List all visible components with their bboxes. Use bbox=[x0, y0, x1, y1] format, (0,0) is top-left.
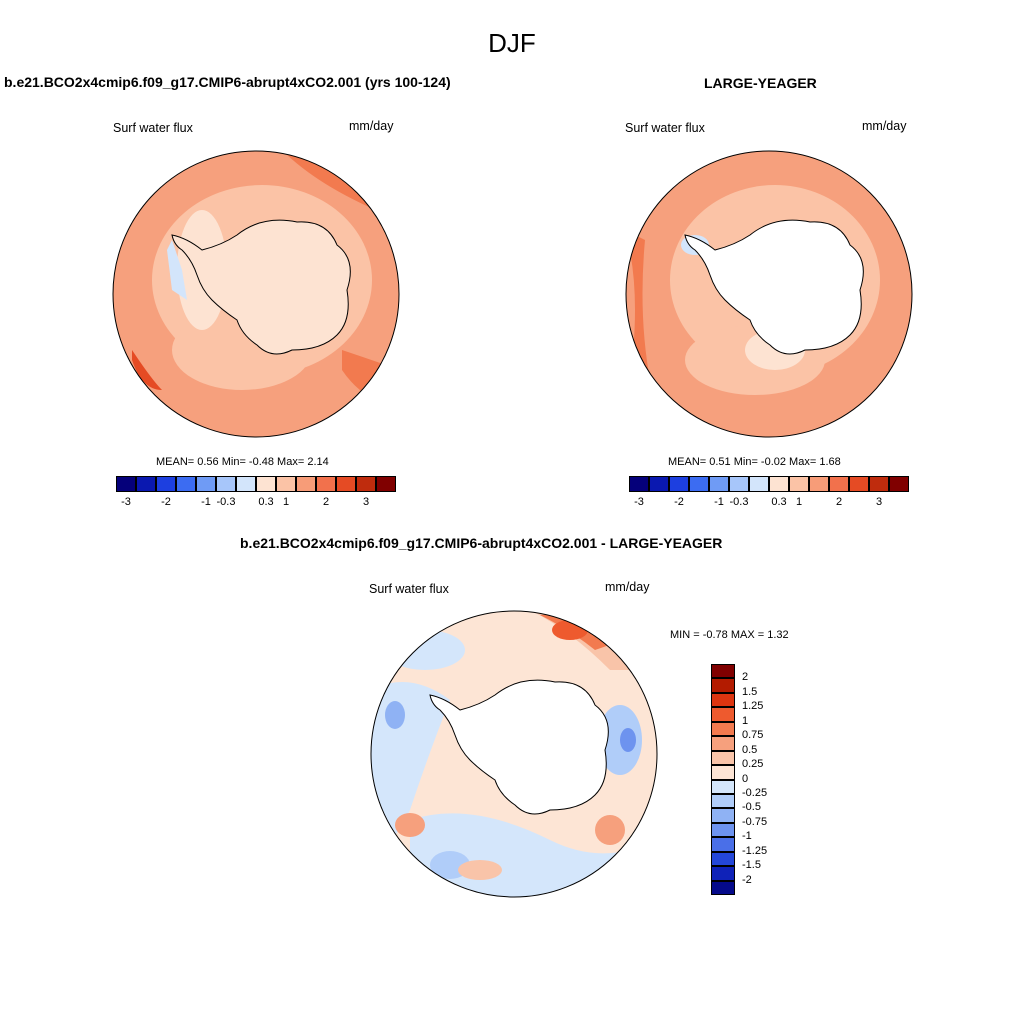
colorbar-swatch bbox=[711, 808, 735, 823]
colorbar-swatch bbox=[376, 476, 396, 492]
colorbar-label: 0.5 bbox=[742, 743, 758, 756]
colorbar-label: 0.75 bbox=[742, 729, 764, 742]
colorbar-swatch bbox=[156, 476, 176, 492]
colorbar-label: 0.3 bbox=[771, 496, 787, 508]
colorbar-swatch bbox=[711, 707, 735, 722]
colorbar-label: 1.25 bbox=[742, 700, 764, 713]
colorbar-swatch bbox=[711, 851, 735, 867]
colorbar-swatch bbox=[711, 736, 735, 751]
colorbar-swatch bbox=[711, 866, 735, 881]
colorbar-swatch bbox=[276, 476, 296, 492]
colorbar-swatch bbox=[769, 476, 789, 492]
panel-1-map bbox=[112, 150, 400, 438]
panel-2-title: LARGE-YEAGER bbox=[704, 75, 817, 91]
colorbar-swatch bbox=[711, 793, 735, 809]
colorbar-swatch bbox=[649, 476, 669, 492]
colorbar-swatch bbox=[236, 476, 256, 492]
panel-1-colorbar bbox=[116, 476, 396, 492]
colorbar-swatch bbox=[711, 750, 735, 766]
colorbar-label: -1.25 bbox=[742, 844, 768, 857]
colorbar-label: 2 bbox=[835, 496, 843, 508]
colorbar-swatch bbox=[711, 765, 735, 780]
panel-2-units: mm/day bbox=[862, 119, 907, 133]
colorbar-label: -3 bbox=[634, 496, 644, 508]
colorbar-swatch bbox=[709, 476, 729, 492]
colorbar-label: 3 bbox=[362, 496, 370, 508]
colorbar-swatch bbox=[711, 837, 735, 852]
colorbar-label: 2 bbox=[322, 496, 330, 508]
colorbar-swatch bbox=[711, 692, 735, 708]
panel-3-title: b.e21.BCO2x4cmip6.f09_g17.CMIP6-abrupt4x… bbox=[240, 535, 723, 551]
panel-1-units: mm/day bbox=[349, 119, 394, 133]
colorbar-label: 1.5 bbox=[742, 685, 758, 698]
colorbar-swatch bbox=[711, 678, 735, 693]
panel-3-stats: MIN = -0.78 MAX = 1.32 bbox=[670, 629, 789, 641]
colorbar-label: -0.5 bbox=[742, 801, 761, 814]
figure-title: DJF bbox=[488, 28, 536, 58]
panel-3-map bbox=[370, 610, 658, 898]
colorbar-swatch bbox=[116, 476, 136, 492]
colorbar-label: -3 bbox=[121, 496, 131, 508]
colorbar-label: -2 bbox=[161, 496, 171, 508]
colorbar-swatch bbox=[316, 476, 336, 492]
colorbar-swatch bbox=[176, 476, 196, 492]
colorbar-label: -2 bbox=[742, 873, 752, 886]
panel-1-title: b.e21.BCO2x4cmip6.f09_g17.CMIP6-abrupt4x… bbox=[4, 74, 451, 90]
colorbar-swatch bbox=[889, 476, 909, 492]
colorbar-swatch bbox=[749, 476, 769, 492]
colorbar-swatch bbox=[829, 476, 849, 492]
colorbar-swatch bbox=[216, 476, 236, 492]
colorbar-swatch bbox=[196, 476, 216, 492]
colorbar-swatch bbox=[256, 476, 276, 492]
panel-1-colorbar-labels: -3 -2 -1 -0.3 0.3 1 2 3 bbox=[116, 496, 396, 510]
colorbar-label: 0.3 bbox=[258, 496, 274, 508]
colorbar-label: -0.3 bbox=[729, 496, 749, 508]
colorbar-label: -0.3 bbox=[216, 496, 236, 508]
colorbar-label: 3 bbox=[875, 496, 883, 508]
colorbar-label: -0.25 bbox=[742, 786, 768, 799]
colorbar-swatch bbox=[711, 779, 735, 794]
colorbar-label: -0.75 bbox=[742, 815, 768, 828]
panel-3-colorbar-labels: 2 1.5 1.25 1 0.75 0.5 0.25 0 -0.25 -0.5 -0.75 -1 -1.… bbox=[742, 664, 792, 895]
colorbar-label: -1 bbox=[201, 496, 211, 508]
colorbar-swatch bbox=[336, 476, 356, 492]
panel-3-colorbar bbox=[711, 664, 735, 895]
colorbar-label: -1 bbox=[742, 830, 752, 843]
panel-3-variable: Surf water flux bbox=[369, 582, 449, 596]
colorbar-label: 1 bbox=[282, 496, 290, 508]
panel-2-stats: MEAN= 0.51 Min= -0.02 Max= 1.68 bbox=[668, 456, 841, 468]
colorbar-swatch bbox=[711, 721, 735, 737]
colorbar-label: 2 bbox=[742, 671, 749, 684]
colorbar-label: -2 bbox=[674, 496, 684, 508]
colorbar-swatch bbox=[689, 476, 709, 492]
colorbar-swatch bbox=[711, 822, 735, 838]
colorbar-label: 0.25 bbox=[742, 758, 764, 771]
antarctica-coastline bbox=[171, 219, 351, 355]
panel-1-stats: MEAN= 0.56 Min= -0.48 Max= 2.14 bbox=[156, 456, 329, 468]
colorbar-swatch bbox=[356, 476, 376, 492]
colorbar-label: 1 bbox=[795, 496, 803, 508]
colorbar-swatch bbox=[136, 476, 156, 492]
colorbar-swatch bbox=[729, 476, 749, 492]
colorbar-swatch bbox=[789, 476, 809, 492]
colorbar-swatch bbox=[809, 476, 829, 492]
panel-2-variable: Surf water flux bbox=[625, 121, 705, 135]
colorbar-swatch bbox=[296, 476, 316, 492]
colorbar-swatch bbox=[869, 476, 889, 492]
panel-1-variable: Surf water flux bbox=[113, 121, 193, 135]
colorbar-label: 0 bbox=[742, 772, 749, 785]
panel-3-units: mm/day bbox=[605, 580, 650, 594]
colorbar-swatch bbox=[629, 476, 649, 492]
colorbar-label: 1 bbox=[742, 714, 749, 727]
colorbar-swatch bbox=[711, 880, 735, 895]
colorbar-label: -1.5 bbox=[742, 859, 761, 872]
colorbar-swatch bbox=[711, 664, 735, 679]
panel-2-colorbar-labels: -3 -2 -1 -0.3 0.3 1 2 3 bbox=[629, 496, 909, 510]
panel-2-colorbar bbox=[629, 476, 909, 492]
colorbar-label: -1 bbox=[714, 496, 724, 508]
colorbar-swatch bbox=[849, 476, 869, 492]
panel-2-map bbox=[625, 150, 913, 438]
colorbar-swatch bbox=[669, 476, 689, 492]
